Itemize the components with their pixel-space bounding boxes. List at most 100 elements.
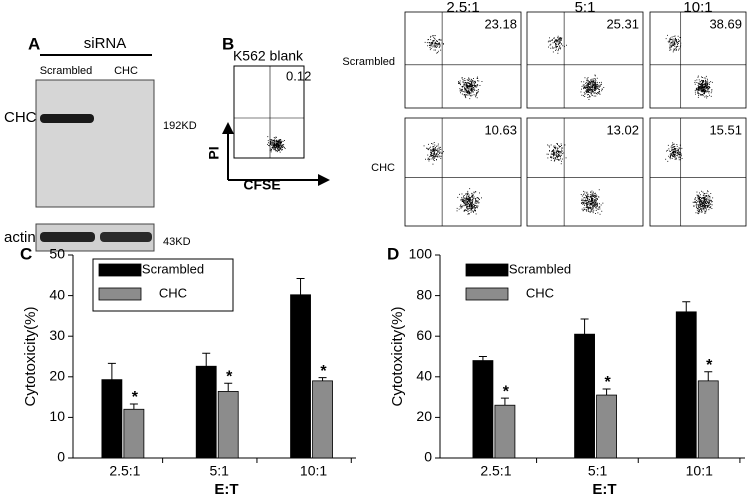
dot — [434, 35, 436, 37]
dot — [679, 37, 681, 38]
dot — [274, 144, 276, 146]
dot — [548, 46, 549, 48]
dot — [694, 91, 696, 93]
dot — [702, 205, 704, 207]
dot — [697, 195, 699, 196]
dot — [280, 145, 282, 147]
dot — [434, 46, 436, 47]
significance: * — [706, 357, 713, 374]
dot — [435, 147, 436, 148]
dot — [463, 202, 465, 204]
dot — [547, 153, 549, 155]
dot — [702, 90, 703, 92]
dot — [587, 200, 589, 202]
dot — [429, 44, 431, 46]
dot — [591, 88, 593, 90]
dot — [709, 94, 710, 96]
dot — [696, 194, 698, 196]
dot — [464, 210, 466, 211]
dot — [439, 39, 441, 41]
dot — [595, 192, 596, 194]
dot — [464, 200, 466, 201]
dot — [586, 89, 588, 91]
y-tick-label: 60 — [416, 327, 432, 343]
dot — [464, 202, 466, 204]
dot — [709, 203, 711, 205]
flow-plot — [526, 11, 644, 109]
dot — [462, 86, 463, 88]
dot — [594, 200, 595, 202]
dot — [711, 201, 713, 203]
dot — [561, 39, 562, 41]
dot — [702, 195, 704, 196]
dot — [592, 199, 594, 201]
dot — [468, 198, 470, 200]
dot — [586, 203, 587, 205]
dot — [696, 87, 698, 89]
dot — [587, 81, 589, 83]
dot — [558, 42, 560, 44]
dot — [589, 194, 591, 196]
dot — [671, 42, 673, 44]
dot — [595, 78, 596, 80]
dot — [668, 148, 670, 150]
dot — [468, 86, 470, 87]
dot — [700, 86, 702, 88]
dot — [595, 85, 597, 87]
dot — [470, 80, 472, 82]
dot — [595, 200, 597, 202]
dot — [471, 193, 473, 195]
dot — [701, 80, 703, 82]
dot — [471, 195, 472, 197]
dot — [593, 79, 595, 81]
dot — [594, 205, 595, 207]
dot — [550, 47, 552, 49]
dot — [275, 139, 277, 141]
dot — [704, 91, 705, 93]
dot — [472, 202, 473, 204]
dot — [467, 203, 469, 205]
dot — [590, 79, 592, 81]
dot — [695, 204, 697, 206]
dot — [558, 154, 559, 155]
dot — [277, 141, 279, 143]
dot — [592, 205, 594, 207]
dot — [698, 208, 699, 210]
dot — [437, 50, 439, 52]
dot — [670, 155, 671, 157]
dot — [700, 83, 702, 85]
dot — [593, 92, 595, 94]
dot — [598, 208, 599, 210]
dot — [698, 196, 700, 198]
dot — [699, 198, 701, 200]
dot — [595, 213, 596, 214]
dot — [271, 141, 273, 143]
blot-band — [40, 232, 95, 242]
dot — [590, 86, 592, 88]
dot — [699, 199, 700, 201]
dot — [430, 154, 431, 156]
dot — [697, 91, 699, 93]
dot — [471, 89, 473, 91]
dot — [556, 149, 558, 151]
dot — [703, 204, 705, 206]
dot — [594, 84, 596, 86]
dot — [554, 145, 556, 147]
error-bar — [580, 318, 589, 335]
dot — [560, 152, 562, 153]
dot — [698, 212, 700, 214]
dot — [473, 191, 475, 193]
dot — [436, 43, 438, 45]
dot — [680, 159, 681, 161]
dot — [582, 199, 584, 201]
dot — [430, 149, 432, 151]
dot — [694, 202, 696, 203]
dot — [281, 144, 283, 146]
dot — [557, 40, 559, 41]
dot — [704, 87, 706, 89]
dot — [556, 151, 557, 153]
dot — [700, 94, 701, 96]
dot — [601, 83, 602, 85]
dot — [672, 144, 674, 146]
dot — [476, 197, 478, 198]
